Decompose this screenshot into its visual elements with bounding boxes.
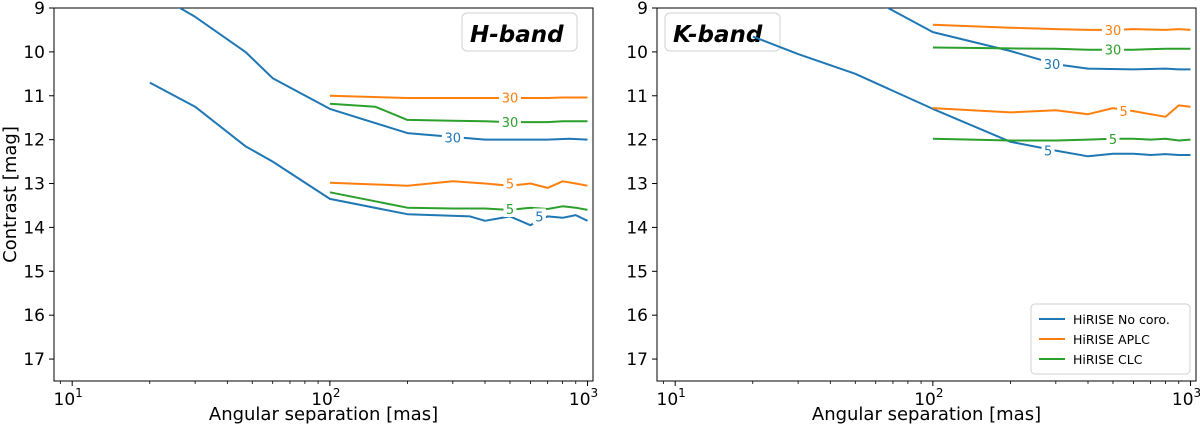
- x-tick-base: 10: [1172, 390, 1194, 410]
- x-axis-label: Angular separation [mas]: [209, 404, 438, 425]
- x-tick-exponent: 1: [678, 386, 686, 400]
- y-tick-label: 10: [626, 43, 648, 63]
- curve-label-gap: [1101, 41, 1124, 58]
- y-tick-label: 13: [626, 175, 648, 195]
- curve-label: 30: [502, 92, 519, 107]
- axes-frame: [656, 7, 1197, 382]
- series-line-3: [329, 94, 588, 99]
- y-tick-label: 12: [626, 131, 648, 151]
- band-title-box: [461, 12, 578, 52]
- series-line-6: [329, 191, 588, 211]
- curve-label-gap: [1117, 103, 1131, 120]
- legend-box: [1030, 303, 1191, 375]
- band-title-box: [664, 12, 781, 52]
- legend-label: HiRISE CLC: [1073, 352, 1143, 367]
- series-line-5: [329, 102, 588, 124]
- y-tick-label: 9: [637, 0, 648, 19]
- y-tick-label: 14: [23, 218, 45, 238]
- curve-label-gap: [1106, 130, 1120, 147]
- x-tick-label: 102: [914, 386, 943, 410]
- x-tick-exponent: 1: [75, 386, 83, 400]
- y-tick-label: 12: [23, 131, 45, 151]
- curve-label-gap: [1101, 21, 1124, 38]
- curve-label: 5: [1044, 145, 1052, 160]
- curve-label-gap: [498, 114, 521, 131]
- x-tick-label: 103: [1172, 386, 1200, 410]
- curve-label: 30: [445, 131, 462, 146]
- y-tick-label: 16: [626, 306, 648, 326]
- band-title: H-band: [470, 22, 564, 48]
- series-line-2: [752, 35, 1191, 158]
- curve-label: 5: [506, 178, 514, 193]
- curve-label: 30: [502, 116, 519, 131]
- y-tick-label: 11: [23, 87, 45, 107]
- curve-label-gap: [503, 175, 517, 192]
- y-tick-label: 13: [23, 175, 45, 195]
- curve-label: 5: [506, 203, 514, 218]
- curve-label-gap: [498, 89, 521, 106]
- legend-label: HiRISE APLC: [1073, 332, 1150, 347]
- x-tick-label: 101: [657, 386, 686, 410]
- series-line-3: [932, 23, 1191, 31]
- legend-label: HiRISE No coro.: [1073, 312, 1170, 327]
- curve-label: 30: [1105, 44, 1122, 59]
- y-tick-label: 17: [23, 350, 45, 370]
- x-tick-exponent: 2: [333, 386, 341, 400]
- y-tick-label: 15: [23, 262, 45, 282]
- legend: HiRISE No coro. HiRISE APLC HiRISE CLC: [1030, 303, 1191, 375]
- series-line-4: [329, 180, 588, 189]
- x-tick-base: 10: [54, 390, 76, 410]
- curve-label-gap: [441, 129, 464, 146]
- curve-label-gap: [1041, 56, 1064, 73]
- series-line-2: [149, 81, 588, 227]
- x-tick-base: 10: [569, 390, 591, 410]
- x-tick-base: 10: [311, 390, 333, 410]
- x-tick-exponent: 3: [1194, 386, 1200, 400]
- series-line-5: [932, 46, 1191, 51]
- y-tick-label: 10: [23, 43, 45, 63]
- series-line-4: [932, 104, 1191, 118]
- curve-label: 5: [1119, 105, 1127, 120]
- band-title: K-band: [673, 22, 763, 48]
- x-tick-label: 101: [54, 386, 83, 410]
- x-tick-base: 10: [914, 390, 936, 410]
- x-tick-exponent: 3: [591, 386, 599, 400]
- x-tick-label: 103: [569, 386, 598, 410]
- y-tick-label: 16: [23, 306, 45, 326]
- x-axis-label: Angular separation [mas]: [812, 404, 1041, 425]
- curve-label: 30: [1044, 58, 1061, 73]
- y-tick-label: 17: [626, 350, 648, 370]
- series-group: [149, 8, 588, 227]
- y-tick-label: 14: [626, 218, 648, 238]
- x-tick-base: 10: [657, 390, 679, 410]
- y-tick-label: 11: [626, 87, 648, 107]
- curve-label: 30: [1105, 24, 1122, 39]
- series-line-6: [932, 137, 1191, 142]
- curve-label-gap: [503, 200, 517, 217]
- y-tick-label: 9: [34, 0, 45, 19]
- curve-label-gap: [532, 208, 546, 225]
- curve-label: 5: [535, 210, 543, 225]
- y-tick-label: 15: [626, 262, 648, 282]
- series-group: [752, 8, 1191, 158]
- x-tick-exponent: 2: [936, 386, 944, 400]
- x-tick-label: 102: [311, 386, 340, 410]
- series-line-1: [178, 8, 588, 141]
- series-line-1: [885, 8, 1191, 71]
- curve-label: 5: [1109, 133, 1117, 148]
- y-axis-label: Contrast [mag]: [0, 126, 21, 263]
- axes-frame: [53, 7, 594, 382]
- curve-label-gap: [1041, 142, 1055, 159]
